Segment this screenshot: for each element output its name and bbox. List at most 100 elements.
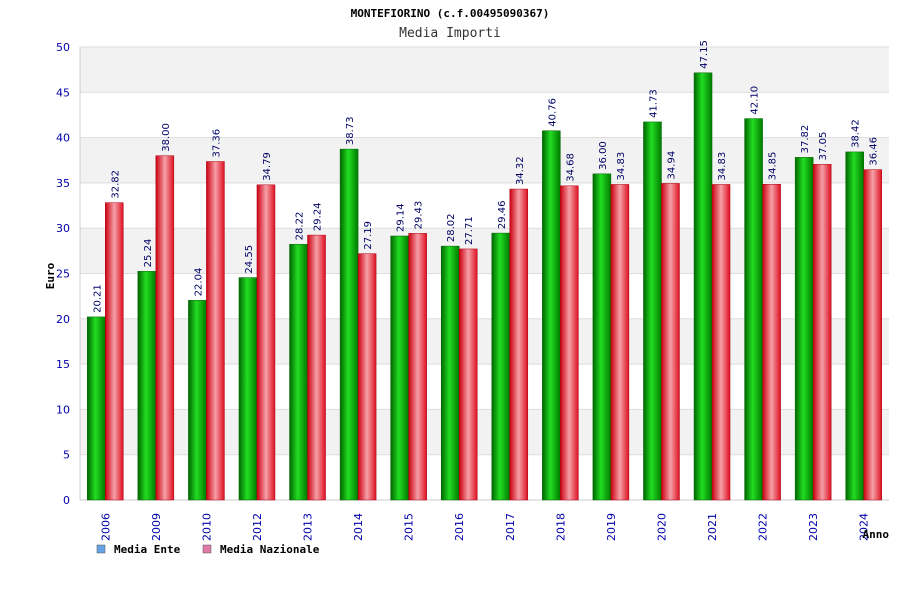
x-axis-title: Anno bbox=[863, 528, 890, 541]
bar-media-nazionale-2010 bbox=[206, 161, 225, 501]
bar-media-nazionale-2023 bbox=[812, 164, 832, 501]
value-label: 34.83 bbox=[616, 152, 627, 181]
x-tick-label: 2012 bbox=[251, 513, 264, 541]
value-label: 22.04 bbox=[193, 268, 204, 297]
y-tick-label: 20 bbox=[56, 313, 70, 326]
value-label: 29.43 bbox=[414, 201, 425, 230]
x-tick-label: 2024 bbox=[858, 513, 871, 541]
chart-subtitle: Media Importi bbox=[399, 26, 501, 41]
bar-media-nazionale-2024 bbox=[863, 169, 882, 501]
bar-media-ente-2013 bbox=[289, 244, 308, 501]
value-label: 38.42 bbox=[851, 119, 862, 148]
x-tick-label: 2022 bbox=[757, 513, 770, 541]
value-label: 32.82 bbox=[110, 170, 121, 199]
bar-media-nazionale-2018 bbox=[560, 185, 579, 501]
y-tick-label: 10 bbox=[56, 403, 70, 416]
value-label: 40.76 bbox=[547, 98, 558, 127]
x-tick-label: 2010 bbox=[200, 513, 213, 541]
x-axis-ticks: 2006 2009 2010 2012 2013 2014 2015 2016 2017 2018… bbox=[99, 513, 870, 541]
bar-media-ente-2021 bbox=[693, 72, 713, 501]
value-label: 42.10 bbox=[750, 86, 761, 115]
bar-media-ente-2009 bbox=[137, 271, 157, 501]
x-tick-label: 2017 bbox=[504, 513, 517, 541]
x-tick-label: 2018 bbox=[554, 513, 567, 541]
bar-media-nazionale-2016 bbox=[458, 248, 478, 501]
bar-media-nazionale-2017 bbox=[509, 188, 529, 501]
value-label: 27.19 bbox=[363, 221, 374, 250]
value-label: 34.94 bbox=[666, 151, 677, 180]
value-label: 28.02 bbox=[446, 213, 457, 242]
bar-media-nazionale-2021 bbox=[711, 184, 731, 501]
x-tick-label: 2019 bbox=[605, 513, 618, 541]
bar-media-ente-2015 bbox=[390, 235, 409, 501]
value-label: 27.71 bbox=[464, 216, 475, 245]
bar-media-nazionale-2022 bbox=[762, 184, 781, 501]
grid-band bbox=[80, 47, 889, 93]
value-label: 34.83 bbox=[717, 152, 728, 181]
value-label: 47.15 bbox=[699, 40, 710, 69]
value-label: 38.73 bbox=[345, 116, 356, 145]
y-tick-label: 35 bbox=[56, 177, 70, 190]
x-tick-label: 2006 bbox=[99, 513, 112, 541]
y-tick-label: 25 bbox=[56, 268, 70, 281]
bar-media-nazionale-2015 bbox=[408, 233, 427, 501]
value-label: 20.21 bbox=[92, 284, 103, 313]
bar-media-ente-2014 bbox=[339, 148, 359, 501]
y-tick-label: 30 bbox=[56, 222, 70, 235]
x-tick-label: 2015 bbox=[403, 513, 416, 541]
value-label: 37.05 bbox=[818, 132, 829, 161]
value-label: 34.85 bbox=[768, 152, 779, 181]
legend: Media Ente Media Nazionale bbox=[96, 543, 320, 556]
chart-title: MONTEFIORINO (c.f.00495090367) bbox=[351, 7, 550, 20]
bar-media-ente-2022 bbox=[744, 118, 763, 501]
bars: 20.21 32.82 25.24 38.00 22.04 37.36 24.55 34.79… bbox=[87, 40, 882, 501]
y-axis-ticks: 0 5 10 15 20 25 30 35 40 45 50 bbox=[56, 41, 70, 507]
x-tick-label: 2014 bbox=[352, 513, 365, 541]
bar-media-nazionale-2013 bbox=[307, 234, 326, 501]
value-label: 34.79 bbox=[262, 152, 273, 181]
bar-media-nazionale-2009 bbox=[155, 155, 175, 501]
value-label: 25.24 bbox=[143, 239, 154, 268]
bar-media-ente-2024 bbox=[845, 151, 864, 501]
value-label: 36.46 bbox=[869, 137, 880, 166]
value-label: 38.00 bbox=[161, 123, 172, 152]
bar-media-ente-2012 bbox=[238, 277, 258, 501]
legend-label-media-nazionale: Media Nazionale bbox=[220, 543, 320, 556]
y-tick-label: 15 bbox=[56, 358, 70, 371]
bar-media-nazionale-2012 bbox=[256, 184, 276, 501]
legend-swatch-media-ente bbox=[96, 544, 106, 554]
y-tick-label: 40 bbox=[56, 132, 70, 145]
legend-swatch-media-nazionale bbox=[202, 544, 212, 554]
bar-media-ente-2006 bbox=[87, 316, 106, 501]
value-label: 24.55 bbox=[244, 245, 255, 274]
x-tick-label: 2016 bbox=[453, 513, 466, 541]
y-tick-label: 45 bbox=[56, 86, 70, 99]
value-label: 37.82 bbox=[800, 125, 811, 154]
y-tick-label: 50 bbox=[56, 41, 70, 54]
value-label: 28.22 bbox=[295, 212, 306, 241]
y-tick-label: 0 bbox=[63, 494, 70, 507]
bar-media-ente-2010 bbox=[188, 300, 207, 501]
bar-media-ente-2023 bbox=[794, 157, 814, 501]
x-tick-label: 2023 bbox=[807, 513, 820, 541]
value-label: 41.73 bbox=[648, 89, 659, 118]
bar-media-nazionale-2014 bbox=[357, 253, 377, 501]
value-label: 36.00 bbox=[598, 141, 609, 170]
bar-media-ente-2016 bbox=[440, 245, 460, 501]
bar-media-ente-2019 bbox=[592, 173, 612, 501]
bar-media-nazionale-2006 bbox=[105, 202, 124, 501]
bar-media-ente-2020 bbox=[643, 121, 662, 501]
value-label: 29.46 bbox=[497, 200, 508, 229]
value-label: 29.24 bbox=[313, 202, 324, 231]
y-axis-title: Euro bbox=[44, 262, 57, 289]
bar-media-ente-2017 bbox=[491, 232, 511, 501]
y-tick-label: 5 bbox=[63, 449, 70, 462]
bar-media-nazionale-2020 bbox=[661, 183, 680, 501]
legend-label-media-ente: Media Ente bbox=[114, 543, 181, 556]
x-tick-label: 2020 bbox=[655, 513, 668, 541]
x-tick-label: 2013 bbox=[302, 513, 315, 541]
value-label: 34.32 bbox=[515, 156, 526, 185]
x-tick-label: 2009 bbox=[150, 513, 163, 541]
bar-media-ente-2018 bbox=[542, 130, 561, 501]
